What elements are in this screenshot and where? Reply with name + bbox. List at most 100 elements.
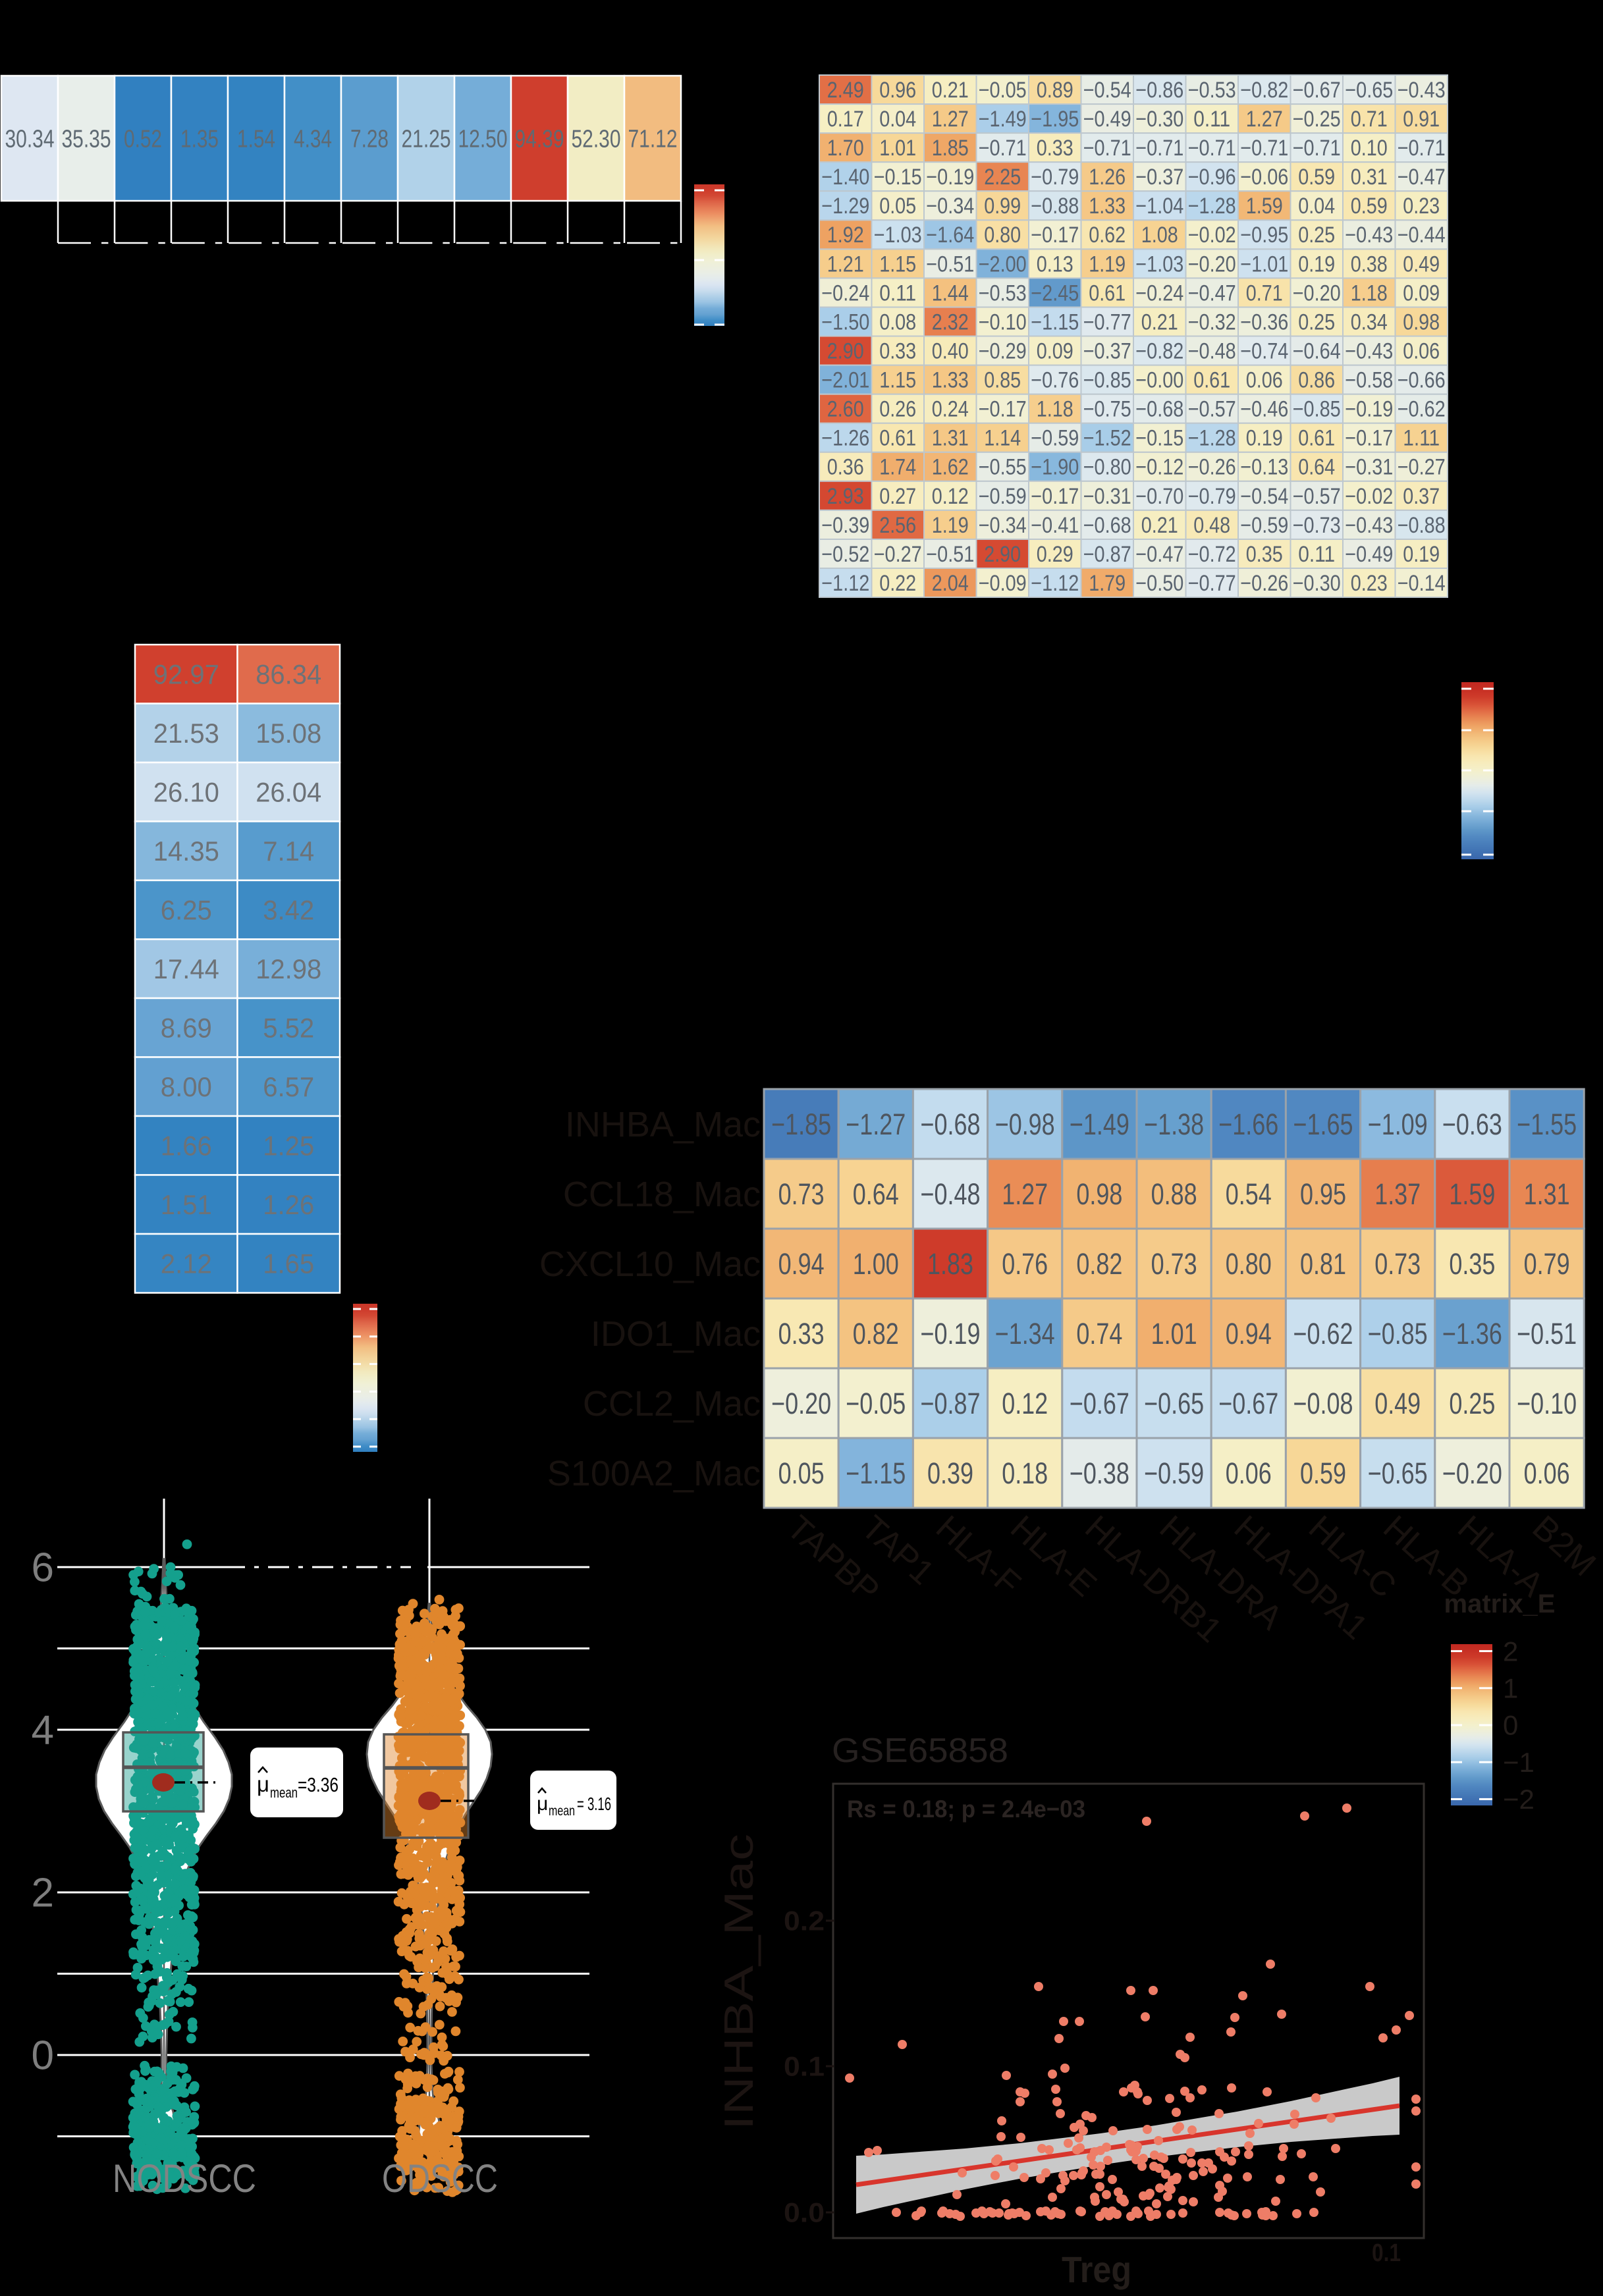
svg-text:−0.53: −0.53: [1188, 78, 1236, 103]
svg-text:0.80: 0.80: [1226, 1247, 1272, 1281]
svg-text:−1.90: −1.90: [1031, 455, 1079, 480]
svg-text:0.59: 0.59: [1351, 194, 1388, 219]
svg-text:−0.26: −0.26: [1240, 571, 1288, 596]
svg-text:1.65: 1.65: [263, 1248, 314, 1279]
svg-text:1.19: 1.19: [932, 513, 969, 538]
svg-text:35.35: 35.35: [62, 125, 111, 153]
svg-text:0.54: 0.54: [1226, 1177, 1272, 1211]
svg-text:0.12: 0.12: [1002, 1387, 1048, 1420]
svg-text:−0.43: −0.43: [1345, 223, 1393, 248]
svg-text:−1.50: −1.50: [821, 309, 869, 334]
svg-text:0.19: 0.19: [1403, 542, 1440, 567]
svg-text:−0.43: −0.43: [1345, 339, 1393, 364]
svg-text:−0.00: −0.00: [1135, 368, 1183, 393]
svg-text:−1.01: −1.01: [1240, 252, 1288, 277]
svg-text:0.39: 0.39: [927, 1456, 973, 1490]
svg-text:0.25: 0.25: [1298, 223, 1335, 248]
svg-text:17.44: 17.44: [153, 953, 219, 984]
svg-text:1.11: 1.11: [1403, 426, 1440, 451]
svg-text:−0.85: −0.85: [1293, 397, 1341, 422]
svg-text:−0.79: −0.79: [1031, 165, 1079, 190]
svg-text:1.31: 1.31: [1524, 1177, 1570, 1211]
svg-text:−0.59: −0.59: [1031, 426, 1079, 451]
svg-text:0.29: 0.29: [1037, 542, 1073, 567]
svg-text:−0.32: −0.32: [1188, 309, 1236, 334]
svg-text:0.1: 0.1: [1372, 2239, 1401, 2267]
svg-text:0.64: 0.64: [1298, 455, 1335, 480]
svg-text:−0.86: −0.86: [1135, 78, 1183, 103]
svg-text:1.14: 1.14: [984, 426, 1021, 451]
svg-text:−0.06: −0.06: [1240, 165, 1288, 190]
svg-text:−0.24: −0.24: [821, 280, 869, 306]
svg-text:−0.63: −0.63: [1442, 1108, 1502, 1141]
svg-text:1.92: 1.92: [827, 223, 864, 248]
svg-text:−0.37: −0.37: [1083, 339, 1131, 364]
svg-text:−1.66: −1.66: [1218, 1108, 1278, 1141]
svg-text:2.25: 2.25: [984, 165, 1021, 190]
svg-text:−0.87: −0.87: [1083, 542, 1131, 567]
svg-text:7.28: 7.28: [350, 125, 389, 153]
svg-text:−1.34: −1.34: [995, 1317, 1055, 1350]
svg-text:INHBA_Mac: INHBA_Mac: [565, 1105, 761, 1144]
svg-text:0.98: 0.98: [1076, 1177, 1122, 1211]
svg-text:CCL18_Mac: CCL18_Mac: [563, 1175, 761, 1214]
svg-text:0.05: 0.05: [778, 1456, 825, 1490]
svg-text:−0.51: −0.51: [926, 542, 974, 567]
svg-text:1.33: 1.33: [932, 368, 969, 393]
svg-text:−0.70: −0.70: [1135, 484, 1183, 509]
svg-text:−0.74: −0.74: [1240, 339, 1288, 364]
svg-text:−0.39: −0.39: [821, 513, 869, 538]
svg-text:−0.52: −0.52: [821, 542, 869, 567]
svg-text:−0.19: −0.19: [1345, 397, 1393, 422]
svg-text:0.21: 0.21: [1141, 309, 1178, 334]
svg-text:1.59: 1.59: [1246, 194, 1283, 219]
svg-text:Rs = 0.18; p = 2.4e−03: Rs = 0.18; p = 2.4e−03: [847, 1796, 1085, 1823]
svg-text:−1.38: −1.38: [1144, 1108, 1204, 1141]
svg-text:0.61: 0.61: [1089, 280, 1126, 306]
svg-text:0.73: 0.73: [1374, 1247, 1421, 1281]
svg-text:2.56: 2.56: [879, 513, 916, 538]
svg-text:−1.40: −1.40: [821, 165, 869, 190]
svg-text:4.34: 4.34: [294, 125, 332, 153]
svg-text:−0.09: −0.09: [979, 571, 1027, 596]
svg-text:S100A2_Mac: S100A2_Mac: [547, 1454, 761, 1493]
svg-text:−0.62: −0.62: [1293, 1317, 1353, 1350]
svg-text:−0.47: −0.47: [1188, 280, 1236, 306]
svg-text:0.81: 0.81: [1300, 1247, 1346, 1281]
svg-text:= 3.16: = 3.16: [577, 1794, 611, 1814]
svg-text:0.34: 0.34: [1351, 309, 1388, 334]
svg-text:1.62: 1.62: [932, 455, 969, 480]
svg-text:−0.36: −0.36: [1240, 309, 1288, 334]
svg-text:−1.49: −1.49: [979, 107, 1027, 132]
svg-text:0.21: 0.21: [932, 78, 969, 103]
svg-text:0: 0: [1503, 1710, 1518, 1741]
svg-text:0.25: 0.25: [1298, 309, 1335, 334]
svg-text:−0.47: −0.47: [1398, 165, 1446, 190]
svg-text:−0.76: −0.76: [1031, 368, 1079, 393]
svg-text:−0.19: −0.19: [926, 165, 974, 190]
svg-text:2: 2: [32, 1871, 54, 1916]
svg-text:21.25: 21.25: [402, 125, 451, 153]
svg-text:3.42: 3.42: [263, 895, 314, 926]
svg-text:0.25: 0.25: [1449, 1387, 1495, 1420]
svg-text:−0.80: −0.80: [1083, 455, 1131, 480]
svg-text:−0.27: −0.27: [874, 542, 922, 567]
svg-text:2.12: 2.12: [161, 1248, 212, 1279]
svg-text:0.94: 0.94: [778, 1247, 825, 1281]
svg-text:1.18: 1.18: [1037, 397, 1073, 422]
svg-text:0.52: 0.52: [124, 125, 162, 153]
svg-text:−1.03: −1.03: [874, 223, 922, 248]
svg-text:0.98: 0.98: [1403, 309, 1440, 334]
svg-text:6.25: 6.25: [161, 895, 212, 926]
svg-text:−0.50: −0.50: [1135, 571, 1183, 596]
svg-text:−0.10: −0.10: [979, 309, 1027, 334]
svg-text:1.01: 1.01: [1151, 1317, 1197, 1350]
svg-text:86.34: 86.34: [256, 659, 321, 690]
svg-text:0.59: 0.59: [1298, 165, 1335, 190]
svg-text:0.27: 0.27: [879, 484, 916, 509]
svg-text:−0.30: −0.30: [1135, 107, 1183, 132]
svg-text:2: 2: [1503, 1636, 1518, 1667]
svg-text:−0.10: −0.10: [1517, 1387, 1577, 1420]
svg-text:0.23: 0.23: [1403, 194, 1440, 219]
svg-text:−0.64: −0.64: [1293, 339, 1341, 364]
